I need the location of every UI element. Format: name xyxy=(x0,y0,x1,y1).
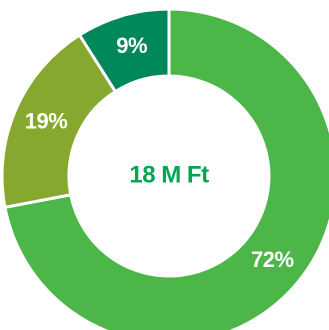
center-total-label: 18 M Ft xyxy=(129,161,209,188)
labels-layer: 72% 19% 9% xyxy=(25,33,294,272)
slice-label-9-percent: 9% xyxy=(116,33,147,58)
slice-label-72-percent: 72% xyxy=(251,247,294,272)
slice-label-19-percent: 19% xyxy=(25,109,68,134)
donut-slice-72-percent xyxy=(3,7,329,330)
slices-layer xyxy=(0,7,329,330)
donut-slice-9-percent xyxy=(78,7,171,94)
